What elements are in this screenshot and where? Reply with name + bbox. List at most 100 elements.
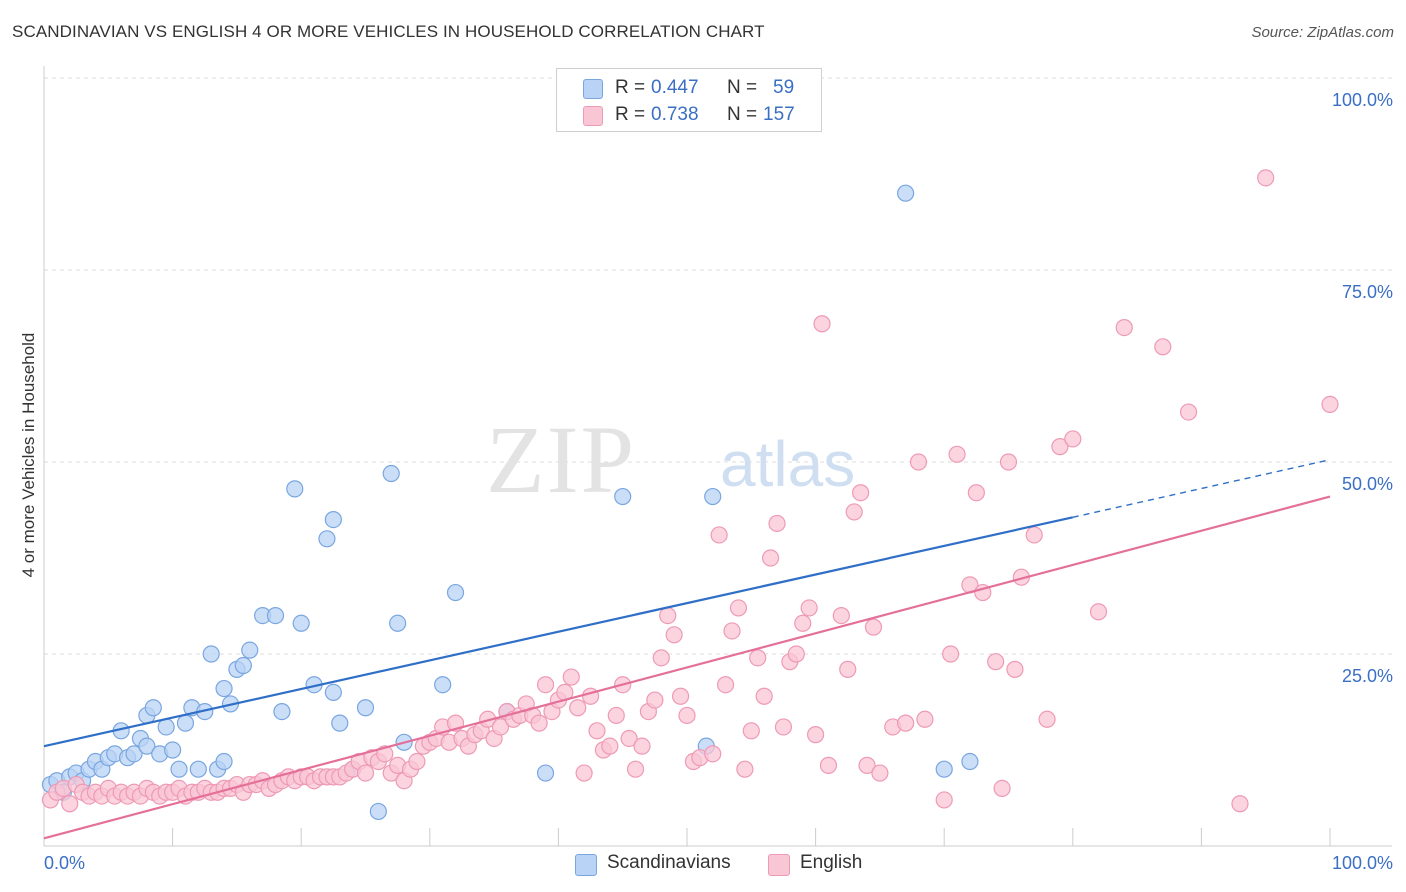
scandinavian-point <box>241 641 259 659</box>
scandinavian-point <box>292 614 310 632</box>
legend-label: Scandinavians <box>607 852 731 873</box>
english-point <box>794 614 812 632</box>
english-point <box>659 606 677 625</box>
english-point <box>1051 438 1069 456</box>
english-point <box>562 668 580 686</box>
english-point <box>845 503 863 521</box>
scandinavian-point <box>356 699 375 717</box>
scandinavian-point <box>935 760 953 778</box>
scandinavian-point <box>144 699 162 717</box>
english-point <box>993 779 1011 798</box>
n-label: N = <box>727 77 758 98</box>
scandinavian-point <box>125 745 143 763</box>
english-point <box>819 756 838 774</box>
y-tick-label: 75.0% <box>1342 282 1393 302</box>
scandinavian-point <box>215 752 233 771</box>
english-point <box>569 699 587 717</box>
scandinavian-point <box>138 737 156 755</box>
x-tick-label: 0.0% <box>44 853 85 873</box>
english-point <box>652 649 670 667</box>
scandinavian-point <box>215 679 233 698</box>
english-point <box>948 445 966 463</box>
scandinavian-point <box>961 752 979 771</box>
scandinavian-point <box>897 184 915 202</box>
english-point <box>774 718 793 736</box>
scandinavian-trend-extension <box>1072 459 1331 518</box>
english-point <box>723 622 741 640</box>
english-point <box>813 315 831 333</box>
english-point <box>588 722 606 740</box>
english-point <box>909 453 928 471</box>
stats-row-english: R = 0.738 N = 157 <box>557 102 821 128</box>
english-point <box>864 618 883 636</box>
scandinavian-point <box>189 760 207 778</box>
english-point <box>1025 526 1043 544</box>
scandinavian-point <box>536 764 555 782</box>
y-tick-label: 25.0% <box>1342 666 1393 686</box>
english-point <box>736 760 754 778</box>
english-point <box>356 764 375 782</box>
english-point <box>852 484 870 502</box>
english-point <box>839 660 857 678</box>
n-label: N = <box>727 104 758 125</box>
scandinavian-point <box>318 530 336 548</box>
english-point <box>1038 710 1056 728</box>
trend-lines <box>43 459 1331 840</box>
english-point <box>832 606 850 625</box>
scandinavian-point <box>164 741 182 759</box>
english-point <box>858 756 876 774</box>
english-point <box>942 645 960 663</box>
english-point <box>1321 395 1339 413</box>
scandinavian-swatch <box>575 854 597 876</box>
english-point <box>607 706 625 725</box>
english-point <box>1154 338 1172 356</box>
english-point <box>761 549 780 567</box>
english-point <box>729 599 748 617</box>
stats-box: R = 0.447 N = 59 R = 0.738 N = 157 <box>556 68 822 132</box>
english-point <box>742 722 760 740</box>
english-point <box>897 714 915 732</box>
r-label: R = <box>615 77 646 98</box>
english-point <box>987 653 1005 671</box>
gridlines <box>44 77 1392 655</box>
english-point <box>871 764 889 782</box>
english-point <box>768 514 786 533</box>
english-point <box>620 729 638 748</box>
english-point <box>646 691 664 709</box>
scandinavian-point <box>286 480 304 498</box>
scandinavian-point <box>266 606 285 625</box>
english-point <box>1257 169 1275 187</box>
scandinavian-point <box>234 656 252 675</box>
english-point <box>536 676 555 694</box>
english-point <box>999 453 1018 471</box>
english-point <box>665 626 683 644</box>
english-point <box>671 687 690 705</box>
english-point <box>601 737 619 755</box>
english-point <box>1231 795 1249 813</box>
english-point <box>806 726 825 744</box>
english-point <box>530 714 548 732</box>
axes <box>43 66 1392 847</box>
legend-label: English <box>800 852 863 873</box>
tick-labels: 25.0% 50.0% 75.0% 100.0% 0.0% 100.0% <box>44 90 1393 873</box>
english-point <box>1089 603 1108 621</box>
scandinavian-point <box>324 683 342 702</box>
n-value: 59 <box>773 77 795 98</box>
english-point <box>916 710 934 728</box>
english-point <box>1115 319 1133 337</box>
scandinavian-point <box>389 614 407 632</box>
r-value: 0.738 <box>651 104 699 125</box>
r-label: R = <box>615 104 646 125</box>
english-point <box>787 645 805 663</box>
scandinavian-trend-line <box>43 516 1074 748</box>
watermark: ZIP atlas <box>486 406 855 513</box>
scandinavian-point <box>446 583 465 602</box>
english-point <box>575 764 593 782</box>
english-point <box>626 760 645 778</box>
stats-row-scandinavians: R = 0.447 N = 59 <box>557 75 821 101</box>
english-swatch <box>583 106 603 126</box>
english-point <box>1179 403 1198 421</box>
chart-title: SCANDINAVIAN VS ENGLISH 4 OR MORE VEHICL… <box>12 22 765 41</box>
english-point <box>800 599 818 617</box>
